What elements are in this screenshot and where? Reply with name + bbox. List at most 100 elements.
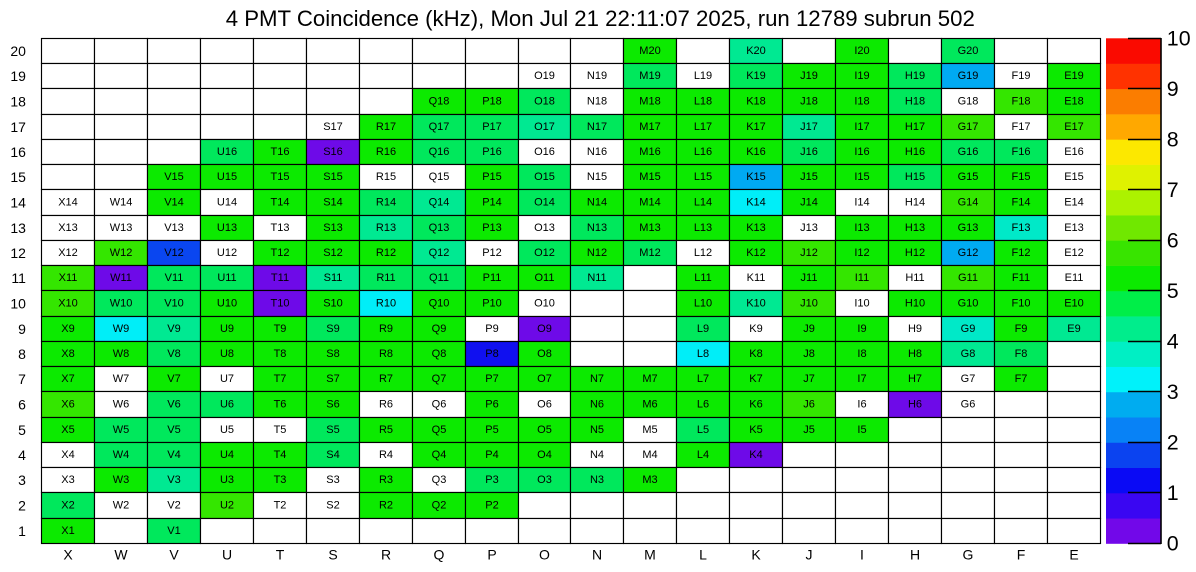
svg-text:M3: M3 [642, 474, 657, 486]
svg-text:L4: L4 [697, 449, 709, 461]
svg-text:K5: K5 [749, 424, 762, 436]
svg-text:J18: J18 [800, 96, 818, 108]
svg-text:E: E [1069, 547, 1078, 563]
svg-text:K8: K8 [749, 348, 762, 360]
svg-text:R12: R12 [376, 247, 396, 259]
svg-text:O8: O8 [537, 348, 552, 360]
svg-text:T3: T3 [274, 474, 287, 486]
svg-text:W12: W12 [110, 247, 133, 259]
svg-text:R7: R7 [379, 373, 393, 385]
svg-text:J19: J19 [800, 70, 818, 82]
svg-text:G11: G11 [958, 272, 978, 284]
svg-text:S4: S4 [326, 449, 339, 461]
svg-text:P17: P17 [482, 121, 502, 133]
svg-text:Q6: Q6 [432, 399, 447, 411]
svg-text:K18: K18 [746, 96, 766, 108]
svg-text:T: T [276, 547, 285, 563]
svg-text:V11: V11 [165, 272, 184, 284]
svg-text:W11: W11 [110, 272, 132, 284]
svg-text:G9: G9 [961, 323, 976, 335]
svg-text:M13: M13 [639, 222, 660, 234]
svg-text:R16: R16 [376, 146, 396, 158]
svg-text:W10: W10 [110, 298, 133, 310]
svg-text:J14: J14 [800, 197, 818, 209]
svg-text:18: 18 [10, 94, 26, 110]
svg-text:X11: X11 [59, 272, 78, 284]
svg-text:E18: E18 [1064, 96, 1084, 108]
svg-text:6: 6 [1167, 228, 1179, 252]
svg-text:M14: M14 [639, 197, 660, 209]
svg-text:N6: N6 [590, 399, 604, 411]
svg-text:U16: U16 [217, 146, 237, 158]
svg-text:N4: N4 [590, 449, 604, 461]
svg-text:I12: I12 [854, 247, 869, 259]
svg-text:H15: H15 [905, 171, 925, 183]
svg-text:N7: N7 [590, 373, 604, 385]
svg-text:I15: I15 [854, 171, 869, 183]
svg-text:V9: V9 [167, 323, 180, 335]
svg-text:K15: K15 [746, 171, 766, 183]
svg-text:K12: K12 [746, 247, 766, 259]
svg-text:J15: J15 [800, 171, 818, 183]
svg-text:19: 19 [10, 68, 26, 84]
svg-text:N3: N3 [590, 474, 604, 486]
svg-text:U6: U6 [220, 399, 234, 411]
svg-text:X12: X12 [58, 247, 78, 259]
svg-text:O19: O19 [534, 70, 555, 82]
svg-text:M17: M17 [639, 121, 660, 133]
svg-text:3: 3 [1167, 380, 1179, 404]
svg-text:P6: P6 [485, 399, 498, 411]
svg-text:S15: S15 [323, 171, 343, 183]
svg-text:S14: S14 [323, 197, 343, 209]
svg-text:S3: S3 [326, 474, 339, 486]
svg-text:G12: G12 [958, 247, 979, 259]
svg-text:X8: X8 [61, 348, 74, 360]
svg-text:M5: M5 [642, 424, 657, 436]
svg-text:Q: Q [434, 547, 445, 563]
svg-text:P18: P18 [482, 96, 502, 108]
svg-text:10: 10 [10, 296, 26, 312]
svg-text:L12: L12 [694, 247, 712, 259]
svg-text:U12: U12 [217, 247, 237, 259]
svg-text:G20: G20 [958, 45, 979, 57]
svg-text:V12: V12 [164, 247, 184, 259]
svg-text:Q17: Q17 [429, 121, 450, 133]
svg-text:V7: V7 [167, 373, 180, 385]
svg-text:I8: I8 [857, 348, 866, 360]
svg-text:N: N [592, 547, 602, 563]
svg-text:F: F [1017, 547, 1026, 563]
svg-text:P8: P8 [485, 348, 498, 360]
svg-text:I: I [860, 547, 864, 563]
svg-text:M4: M4 [642, 449, 657, 461]
svg-text:P5: P5 [485, 424, 498, 436]
svg-text:X14: X14 [58, 197, 78, 209]
svg-text:N11: N11 [587, 272, 606, 284]
svg-text:W13: W13 [110, 222, 133, 234]
svg-text:M6: M6 [642, 399, 657, 411]
svg-text:F7: F7 [1015, 373, 1028, 385]
svg-text:K20: K20 [746, 45, 766, 57]
svg-text:J6: J6 [803, 399, 815, 411]
svg-text:W5: W5 [113, 424, 130, 436]
svg-text:O16: O16 [534, 146, 555, 158]
svg-text:L9: L9 [697, 323, 709, 335]
svg-text:V5: V5 [167, 424, 180, 436]
svg-text:X4: X4 [61, 449, 74, 461]
svg-text:R2: R2 [379, 500, 393, 512]
svg-text:E13: E13 [1064, 222, 1084, 234]
svg-text:N16: N16 [587, 146, 607, 158]
svg-text:E14: E14 [1064, 197, 1084, 209]
svg-text:T13: T13 [271, 222, 290, 234]
svg-text:W7: W7 [113, 373, 130, 385]
svg-text:P: P [487, 547, 496, 563]
svg-text:T7: T7 [274, 373, 287, 385]
svg-text:V15: V15 [164, 171, 184, 183]
svg-text:G6: G6 [961, 399, 976, 411]
svg-text:F14: F14 [1012, 197, 1031, 209]
svg-text:G8: G8 [961, 348, 976, 360]
svg-text:G: G [963, 547, 974, 563]
svg-text:F17: F17 [1012, 121, 1031, 133]
svg-text:L17: L17 [694, 121, 712, 133]
svg-text:I16: I16 [854, 146, 869, 158]
svg-text:Q15: Q15 [429, 171, 450, 183]
